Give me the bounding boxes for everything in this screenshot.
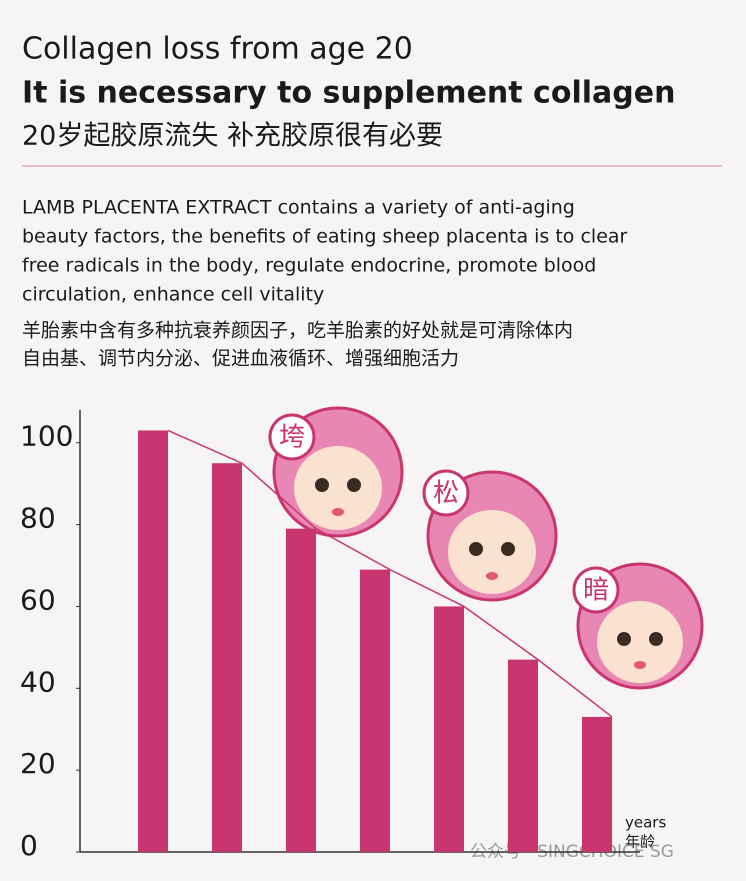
bar [508,659,538,852]
x-axis-label: years [625,814,666,832]
y-tick-label: 100 [20,420,73,453]
y-tick-label: 40 [20,665,56,698]
trend-line [167,429,613,718]
annotation: 垮 [279,423,305,453]
face [422,469,558,602]
subtitle: It is necessary to supplement collagen [22,76,675,111]
description-line: LAMB PLACENTA EXTRACT contains a variety… [22,197,575,219]
bar [286,528,316,852]
bar [434,606,464,852]
x-axis-label: 年龄 [625,833,655,851]
annotation: 松 [433,479,459,509]
face [572,562,704,690]
y-tick-label: 20 [20,747,56,780]
bar [582,716,612,852]
face [268,406,404,538]
annotation: 暗 [583,576,609,606]
description-cn-line: 羊胎素中含有多种抗衰养颜因子，吃羊胎素的好处就是可清除体内 [22,320,573,342]
bar [360,569,390,852]
y-tick-label: 60 [20,583,56,616]
description-cn-line: 自由基、调节内分泌、促进血液循环、增强细胞活力 [22,348,459,370]
bar [212,463,242,852]
description-line: beauty factors, the benefits of eating s… [22,226,628,248]
description-line: circulation, enhance cell vitality [22,284,324,306]
y-tick-label: 80 [20,502,56,535]
bar [138,430,168,852]
description-line: free radicals in the body, regulate endo… [22,255,596,277]
y-tick-label: 0 [20,829,38,862]
subtitle-cn: 20岁起胶原流失 补充胶原很有必要 [22,121,443,152]
title: Collagen loss from age 20 [22,32,413,67]
